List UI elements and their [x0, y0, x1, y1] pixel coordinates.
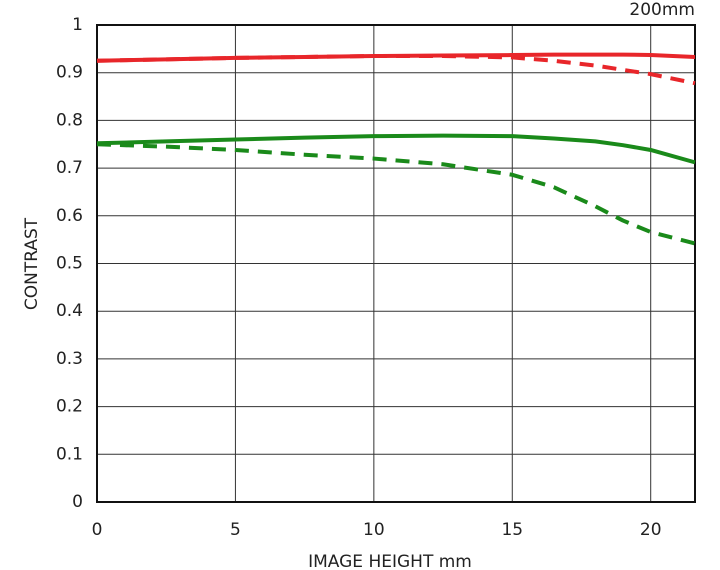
y-tick-label: 0.1 — [56, 444, 83, 464]
x-tick-label: 20 — [640, 520, 662, 540]
x-tick-label: 10 — [363, 520, 385, 540]
y-tick-label: 0.4 — [56, 301, 83, 321]
chart-title: 200mm — [629, 0, 695, 20]
y-axis-label: CONTRAST — [22, 217, 42, 310]
y-tick-label: 0.2 — [56, 397, 83, 417]
data-line — [96, 133, 696, 165]
data-line — [96, 54, 696, 86]
y-tick-label: 0.3 — [56, 349, 83, 369]
y-tick-label: 0.8 — [56, 110, 83, 130]
y-tick-label: 0.6 — [56, 206, 83, 226]
x-tick-label: 15 — [501, 520, 523, 540]
y-tick-label: 1 — [72, 15, 83, 35]
y-tick-label: 0 — [72, 492, 83, 512]
data-line — [96, 142, 696, 246]
x-tick-label: 0 — [92, 520, 103, 540]
y-tick-label: 0.5 — [56, 254, 83, 274]
x-axis-label: IMAGE HEIGHT mm — [308, 552, 472, 570]
y-tick-label: 0.9 — [56, 63, 83, 83]
y-tick-label: 0.7 — [56, 158, 83, 178]
plot-frame — [96, 24, 696, 503]
x-tick-label: 5 — [230, 520, 241, 540]
